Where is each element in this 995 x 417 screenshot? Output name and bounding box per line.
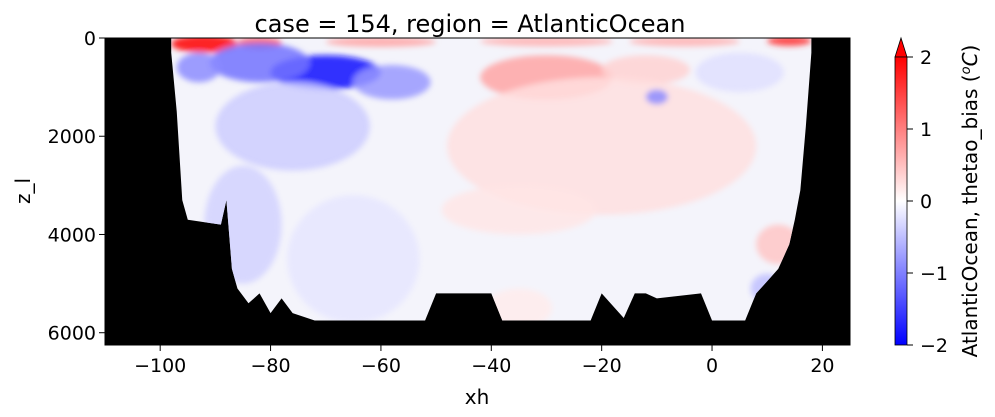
y-axis-label: z_l xyxy=(11,178,35,204)
y-axis: 0 2000 4000 6000 xyxy=(48,28,105,345)
chart-title: case = 154, region = AtlanticOcean xyxy=(255,10,686,38)
plot-area xyxy=(104,37,851,346)
bias-anomaly xyxy=(176,52,221,83)
x-tick-label: −20 xyxy=(582,355,622,377)
colorbar-tick-label: 2 xyxy=(920,47,932,69)
ocean-section xyxy=(171,38,812,321)
y-tick-label: 2000 xyxy=(48,126,96,148)
x-axis: −100 −80 −60 −40 −20 0 20 xyxy=(134,345,835,377)
bias-anomaly xyxy=(209,42,310,83)
bias-anomaly xyxy=(215,82,370,171)
x-axis-label: xh xyxy=(465,385,490,409)
colorbar-tick-label: −2 xyxy=(920,335,948,357)
bias-anomaly xyxy=(353,65,431,100)
bias-anomaly xyxy=(480,38,613,47)
colorbar: −2 −1 0 1 2 AtlanticOcean, thetao_bias (oC) xyxy=(894,36,982,358)
colorbar-tick-label: −1 xyxy=(920,263,948,285)
x-tick-label: 20 xyxy=(810,355,834,377)
colorbar-extend-arrow xyxy=(894,36,908,58)
x-tick-label: −60 xyxy=(361,355,401,377)
bias-anomaly xyxy=(485,288,553,321)
bias-anomaly xyxy=(629,38,740,47)
colorbar-gradient xyxy=(894,56,908,346)
y-tick-label: 6000 xyxy=(48,323,96,345)
y-tick-label: 4000 xyxy=(48,224,96,246)
plot-frame xyxy=(104,37,851,346)
x-tick-label: 0 xyxy=(706,355,718,377)
x-tick-label: −100 xyxy=(134,355,186,377)
y-tick-label: 0 xyxy=(84,28,96,50)
bias-anomaly xyxy=(645,89,668,105)
bias-anomaly xyxy=(601,55,690,85)
bias-anomaly xyxy=(171,38,238,53)
x-tick-label: −40 xyxy=(471,355,511,377)
colorbar-tick-label: 0 xyxy=(920,191,932,213)
bias-anomaly xyxy=(695,52,784,93)
colorbar-tick-label: 1 xyxy=(920,119,932,141)
bias-anomaly xyxy=(447,77,757,215)
colorbar-label: AtlanticOcean, thetao_bias (oC) xyxy=(958,45,982,358)
colorbar-ticks: −2 −1 0 1 2 xyxy=(907,47,948,357)
bias-anomaly xyxy=(287,195,420,321)
bias-anomaly xyxy=(441,185,597,235)
bias-anomaly xyxy=(325,38,437,47)
x-tick-label: −80 xyxy=(251,355,291,377)
